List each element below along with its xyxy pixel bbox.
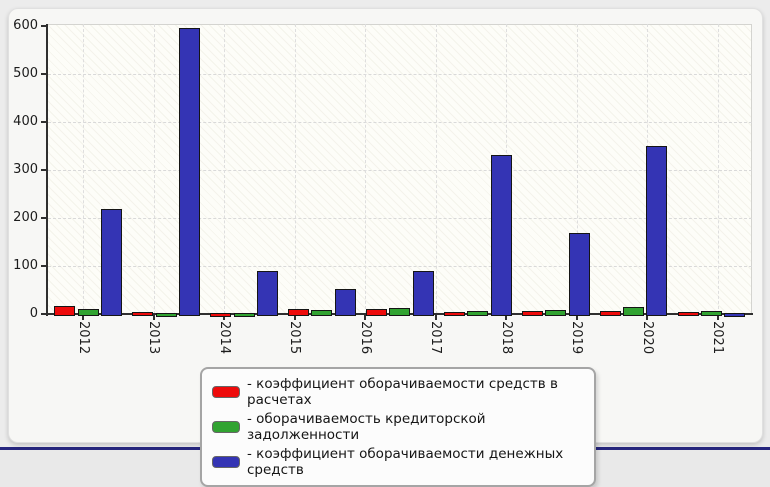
bar-red-2017 — [443, 311, 465, 317]
legend-label-green: - оборачиваемость кредиторской задолженн… — [247, 411, 486, 443]
bar-green-2013 — [155, 312, 177, 317]
x-axis-label-2018: 2018 — [498, 321, 514, 355]
x-axis-tick — [82, 315, 85, 320]
gridline-vertical — [294, 24, 296, 314]
legend-item-green: - оборачиваемость кредиторской задолженн… — [212, 411, 584, 443]
legend-swatch-blue — [212, 456, 240, 468]
gridline-vertical — [717, 24, 719, 314]
bar-blue-2016 — [412, 271, 434, 317]
y-axis-label: 600 — [13, 17, 38, 33]
gridline-vertical — [435, 24, 437, 314]
y-axis-tick — [41, 168, 47, 171]
gridline-horizontal — [48, 121, 752, 123]
x-axis-tick — [575, 315, 578, 320]
y-axis-tick — [41, 264, 47, 267]
legend-item-blue: - коэффициент оборачиваемости денежных с… — [212, 446, 584, 478]
legend-item-red: - коэффициент оборачиваемости средств в … — [212, 376, 584, 408]
x-axis-tick — [716, 315, 719, 320]
y-axis-label: 0 — [29, 306, 38, 321]
x-axis-label-2015: 2015 — [287, 321, 303, 355]
y-axis-tick — [41, 216, 47, 219]
bar-green-2017 — [467, 311, 489, 317]
bar-green-2019 — [623, 306, 644, 317]
bar-blue-2013 — [179, 28, 200, 317]
gridline-horizontal — [48, 217, 752, 219]
x-axis-tick — [152, 315, 155, 320]
plot-area — [48, 24, 752, 314]
gridline-vertical — [224, 24, 226, 314]
gridline-horizontal — [48, 169, 752, 171]
bar-red-2020 — [677, 311, 699, 317]
y-axis-label: 200 — [13, 209, 38, 225]
bar-red-2014 — [210, 312, 232, 317]
gridline-horizontal — [48, 265, 752, 267]
x-axis-tick — [434, 315, 437, 320]
legend-label-blue: - коэффициент оборачиваемости денежных с… — [247, 446, 564, 478]
bar-blue-2014 — [256, 270, 278, 317]
bar-blue-2017 — [490, 155, 512, 317]
bar-red-2012 — [54, 306, 76, 317]
x-axis-label-2013: 2013 — [146, 321, 162, 355]
y-axis-label: 300 — [13, 161, 38, 177]
bar-green-2015 — [311, 310, 333, 317]
y-axis-tick — [41, 120, 47, 123]
y-axis-line — [46, 24, 48, 316]
y-axis-tick — [41, 313, 47, 315]
bar-blue-2018 — [568, 233, 590, 317]
bar-blue-2019 — [646, 145, 668, 317]
chart-window: 0 100 200 300 400 500 600 2012 2013 2014 2015 2016 2… — [0, 8, 770, 487]
gridline-vertical — [83, 24, 85, 314]
bar-green-2018 — [545, 310, 567, 317]
y-axis-tick — [41, 24, 47, 27]
y-axis-label: 400 — [13, 113, 38, 129]
x-axis-label-2014: 2014 — [216, 321, 232, 355]
x-axis-label-2016: 2016 — [357, 321, 373, 355]
x-axis-tick — [505, 315, 508, 320]
legend-swatch-red — [212, 386, 240, 398]
x-axis-tick — [293, 315, 296, 320]
bar-green-2014 — [233, 312, 255, 317]
legend-swatch-green — [212, 421, 240, 433]
x-axis-tick — [646, 315, 649, 320]
legend-label-red: - коэффициент оборачиваемости средств в … — [247, 376, 558, 408]
y-axis-tick — [41, 72, 47, 75]
bar-blue-2015 — [334, 288, 356, 317]
gridline-vertical — [365, 24, 367, 314]
x-axis-label-2020: 2020 — [639, 321, 655, 355]
bar-red-2013 — [132, 312, 154, 317]
x-axis-tick — [364, 315, 367, 320]
bar-green-2020 — [700, 310, 722, 317]
bar-red-2019 — [599, 311, 621, 317]
bar-blue-2012 — [101, 209, 123, 317]
gridline-vertical — [576, 24, 578, 314]
bar-red-2018 — [521, 311, 543, 317]
plot-hatch-pattern — [48, 25, 751, 314]
bar-green-2012 — [77, 309, 99, 317]
gridline-horizontal — [48, 73, 752, 75]
x-axis-label-2019: 2019 — [569, 321, 585, 355]
bar-blue-2020 — [724, 312, 746, 317]
legend: - коэффициент оборачиваемости средств в … — [200, 367, 596, 487]
bar-green-2016 — [389, 308, 411, 317]
bar-red-2016 — [365, 309, 387, 317]
x-axis-label-2017: 2017 — [428, 321, 444, 355]
bar-red-2015 — [288, 309, 309, 317]
x-axis-label-2021: 2021 — [710, 321, 726, 355]
x-axis-tick — [223, 315, 226, 320]
gridline-vertical — [153, 24, 155, 314]
y-axis-label: 500 — [13, 65, 38, 81]
y-axis-label: 100 — [13, 257, 38, 273]
x-axis-label-2012: 2012 — [75, 321, 91, 355]
